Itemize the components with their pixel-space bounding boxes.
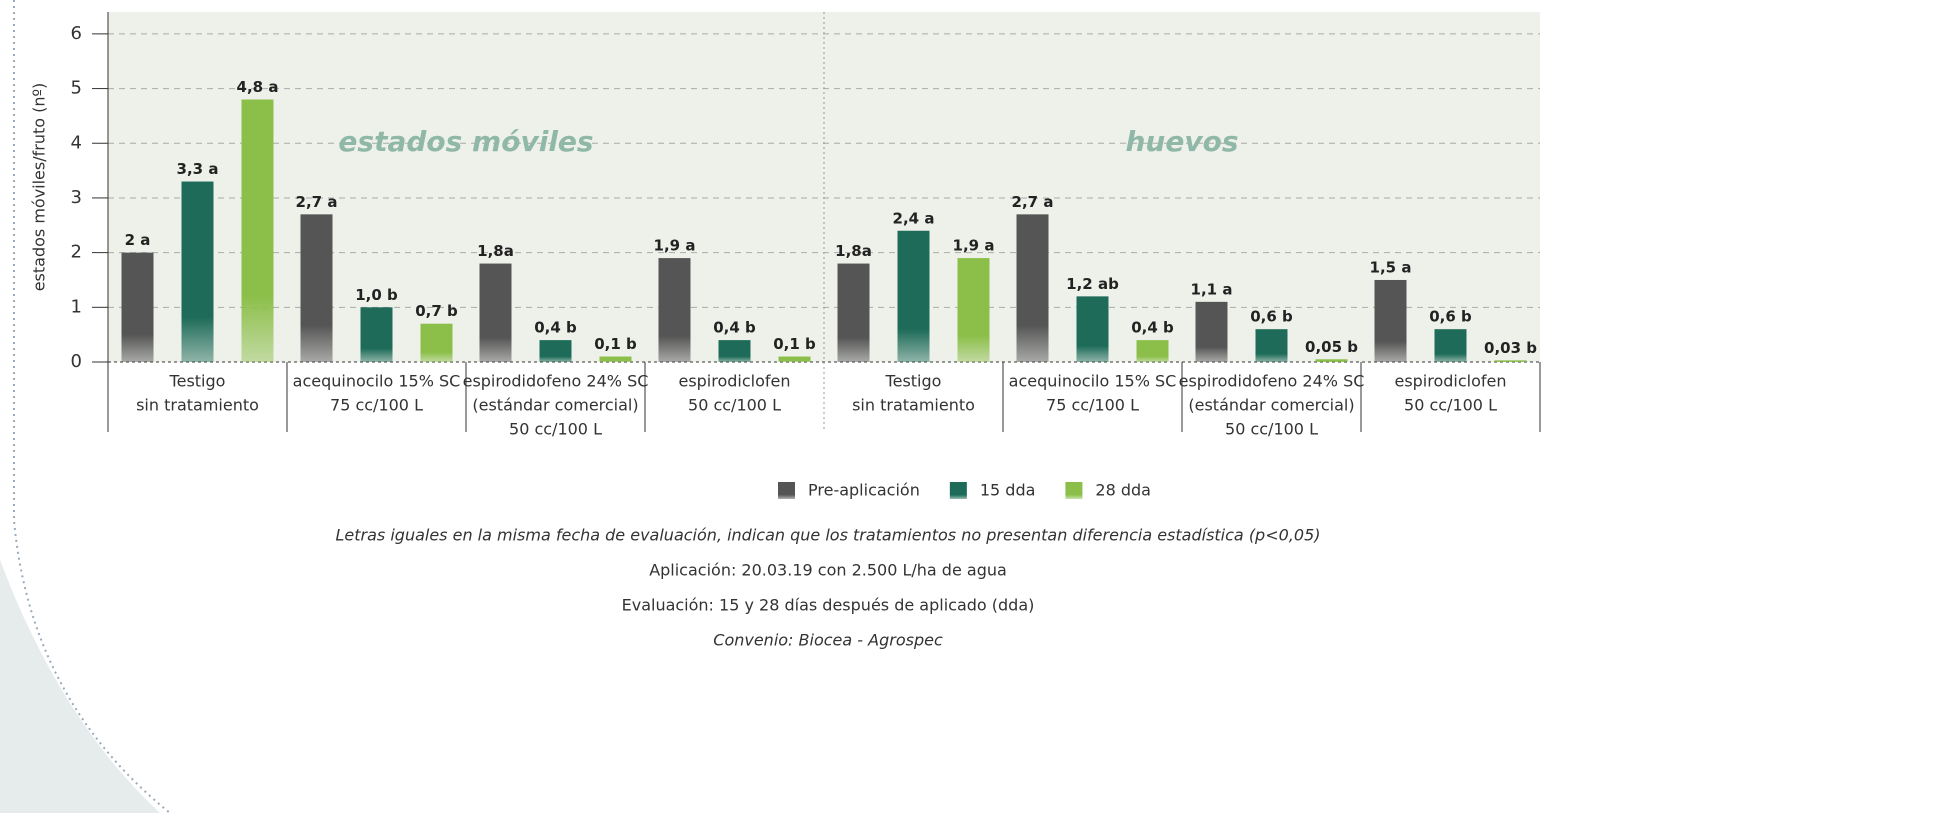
bar: [897, 230, 930, 362]
value-label: 0,05 b: [1305, 338, 1358, 356]
y-tick-label: 2: [71, 242, 82, 263]
y-tick-label: 0: [71, 351, 82, 372]
value-label: 2,7 a: [1012, 193, 1054, 211]
x-tick-label: 75 cc/100 L: [1046, 396, 1139, 415]
x-tick-label: Testigo: [169, 372, 226, 391]
bar: [1315, 359, 1348, 362]
bar: [1195, 301, 1228, 362]
value-label: 0,1 b: [594, 335, 637, 353]
x-tick-label: Testigo: [885, 372, 942, 391]
bar: [539, 340, 572, 362]
value-label: 0,6 b: [1250, 308, 1293, 326]
x-tick-label: 50 cc/100 L: [509, 420, 602, 439]
x-tick-label: (estándar comercial): [1188, 396, 1354, 415]
bar: [1374, 279, 1407, 362]
value-label: 1,9 a: [953, 237, 995, 255]
x-tick-label: espirodidofeno 24% SC: [463, 372, 649, 391]
x-tick-label: espirodidofeno 24% SC: [1179, 372, 1365, 391]
x-tick-label: espirodiclofen: [1394, 372, 1506, 391]
footnote: Aplicación: 20.03.19 con 2.500 L/ha de a…: [649, 561, 1007, 580]
bar: [300, 214, 333, 362]
bar: [420, 323, 453, 362]
bar: [1076, 296, 1109, 362]
y-tick-label: 6: [71, 23, 82, 44]
bar: [479, 263, 512, 362]
bar: [1136, 340, 1169, 362]
y-tick-label: 4: [71, 132, 82, 153]
legend-swatch: [1065, 482, 1083, 499]
value-label: 0,6 b: [1429, 308, 1472, 326]
x-tick-label: acequinocilo 15% SC: [293, 372, 461, 391]
value-label: 1,1 a: [1191, 280, 1233, 298]
value-label: 1,2 ab: [1066, 275, 1119, 293]
bar: [1434, 329, 1467, 362]
x-tick-label: (estándar comercial): [472, 396, 638, 415]
value-label: 0,4 b: [1131, 319, 1174, 337]
value-label: 4,8 a: [237, 78, 279, 96]
bar: [360, 307, 393, 362]
bar: [957, 258, 990, 362]
footnote: Letras iguales en la misma fecha de eval…: [336, 526, 1321, 545]
x-tick-label: 50 cc/100 L: [688, 396, 781, 415]
legend-label: Pre-aplicación: [808, 481, 920, 500]
value-label: 0,4 b: [713, 319, 756, 337]
footnotes: Letras iguales en la misma fecha de eval…: [336, 526, 1321, 650]
bar: [778, 356, 811, 362]
legend-label: 15 dda: [980, 481, 1036, 500]
y-axis-label: estados móviles/fruto (nº): [30, 83, 49, 292]
value-label: 1,8a: [835, 242, 872, 260]
y-tick-label: 3: [71, 187, 82, 208]
value-label: 3,3 a: [177, 160, 219, 178]
y-tick-label: 1: [71, 296, 82, 317]
bar: [837, 263, 870, 362]
x-tick-label: 75 cc/100 L: [330, 396, 423, 415]
x-tick-label: sin tratamiento: [136, 396, 259, 415]
x-tick-label: acequinocilo 15% SC: [1009, 372, 1177, 391]
footnote: Convenio: Biocea - Agrospec: [713, 631, 943, 650]
footnote: Evaluación: 15 y 28 días después de apli…: [622, 596, 1035, 615]
x-tick-label: 50 cc/100 L: [1225, 420, 1318, 439]
value-label: 1,8a: [477, 242, 514, 260]
bar: [718, 340, 751, 362]
bar: [1494, 360, 1527, 362]
x-tick-label: sin tratamiento: [852, 396, 975, 415]
x-tick-label: 50 cc/100 L: [1404, 396, 1497, 415]
bar: [658, 258, 691, 362]
y-tick-label: 5: [71, 78, 82, 99]
legend-swatch: [949, 482, 967, 499]
x-tick-label: espirodiclofen: [678, 372, 790, 391]
bar: [121, 252, 154, 362]
value-label: 0,1 b: [773, 335, 816, 353]
legend-label: 28 dda: [1095, 481, 1151, 500]
legend-swatch: [778, 482, 795, 499]
panel-label: huevos: [1125, 125, 1238, 158]
bar: [181, 181, 214, 362]
value-label: 0,03 b: [1484, 339, 1537, 357]
bar: [1255, 329, 1288, 362]
bar: [1016, 214, 1049, 362]
value-label: 2,7 a: [296, 193, 338, 211]
value-label: 2 a: [125, 231, 151, 249]
panel-label: estados móviles: [338, 125, 593, 158]
value-label: 1,5 a: [1370, 258, 1412, 276]
value-label: 0,4 b: [534, 319, 577, 337]
value-label: 1,9 a: [654, 237, 696, 255]
value-label: 2,4 a: [893, 209, 935, 227]
value-label: 1,0 b: [355, 286, 398, 304]
bar: [599, 356, 632, 362]
value-label: 0,7 b: [415, 302, 458, 320]
bar: [241, 99, 274, 362]
decoration: [0, 560, 160, 813]
